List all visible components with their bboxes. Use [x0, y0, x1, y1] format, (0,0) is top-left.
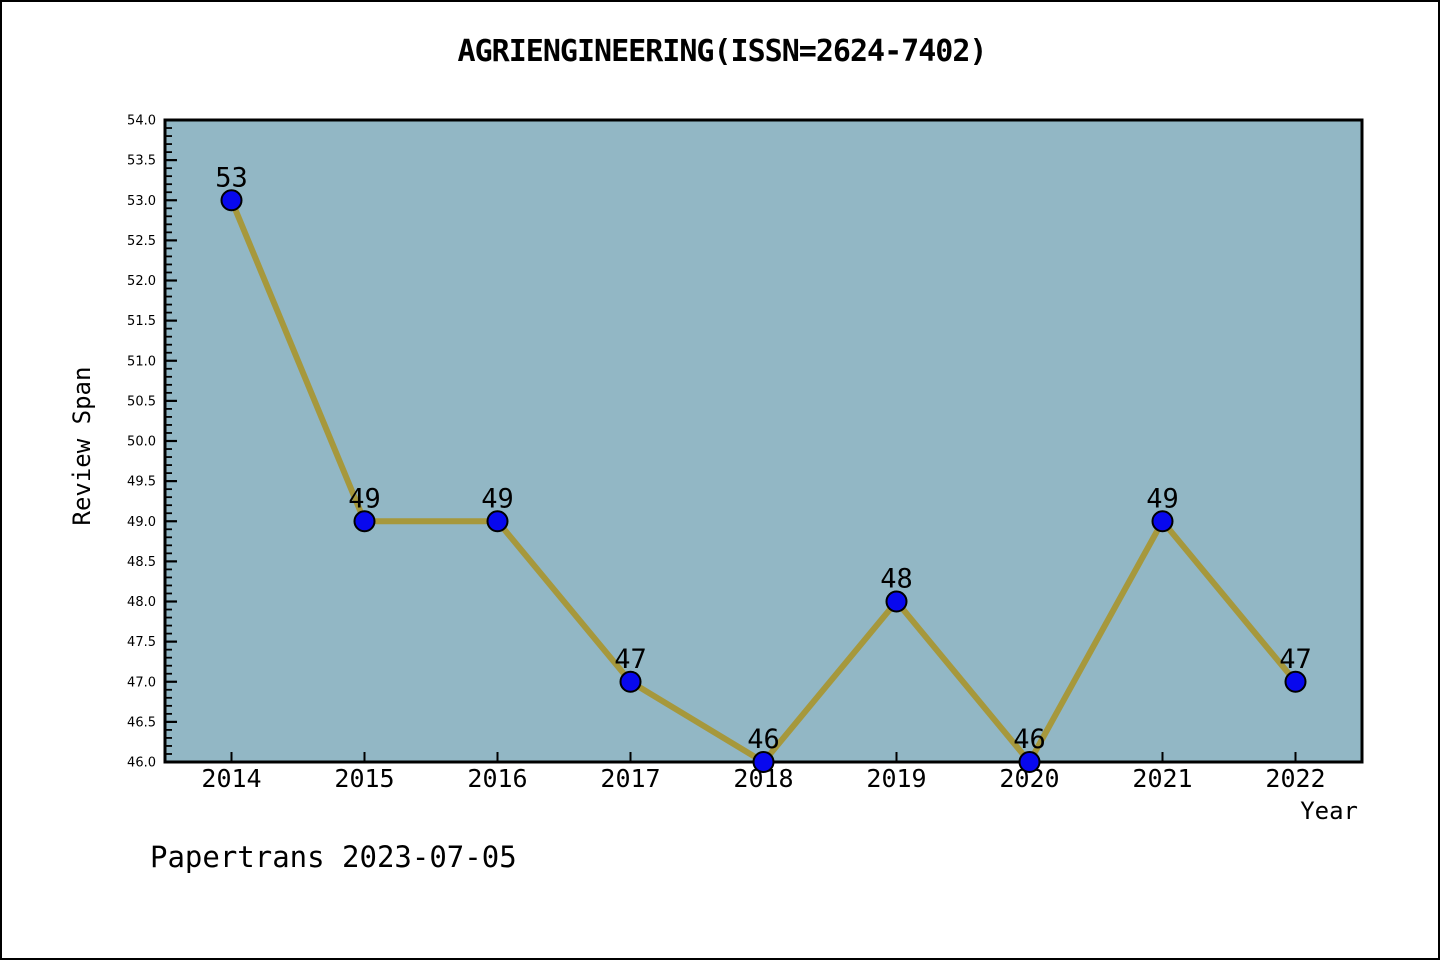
data-point-label: 47 — [1279, 644, 1312, 675]
chart-title: AGRIENGINEERING(ISSN=2624-7402) — [457, 34, 988, 69]
y-tick-label: 46.0 — [127, 756, 156, 771]
data-point-label: 49 — [1146, 483, 1179, 514]
x-tick-label: 2016 — [467, 764, 527, 793]
data-point-label: 53 — [215, 162, 248, 193]
plot-area — [163, 118, 1364, 764]
data-point — [885, 590, 908, 613]
data-point-label: 49 — [348, 483, 381, 514]
data-point-label: 47 — [614, 644, 647, 675]
data-point — [619, 670, 642, 693]
y-tick-label: 54.0 — [127, 114, 156, 129]
y-tick-label: 50.5 — [127, 394, 156, 409]
y-tick-label: 47.0 — [127, 675, 156, 690]
y-tick-label: 53.5 — [127, 154, 156, 169]
x-tick-label: 2022 — [1265, 764, 1325, 793]
data-point-label: 46 — [1013, 724, 1046, 755]
x-axis-label: Year — [1300, 797, 1358, 825]
x-tick-label: 2017 — [600, 764, 660, 793]
data-point — [486, 510, 509, 533]
y-tick-label: 46.5 — [127, 715, 156, 730]
data-point — [353, 510, 376, 533]
y-tick-label: 48.5 — [127, 555, 156, 570]
y-tick-label: 51.5 — [127, 314, 156, 329]
y-tick-label: 51.0 — [127, 354, 156, 369]
data-point-label: 46 — [747, 724, 780, 755]
y-tick-label: 49.0 — [127, 515, 156, 530]
data-point — [752, 751, 775, 773]
y-tick-label: 52.0 — [127, 274, 156, 289]
data-point — [1151, 510, 1174, 533]
data-point — [1018, 751, 1041, 773]
data-point-label: 48 — [880, 564, 913, 595]
x-tick-label: 2014 — [201, 764, 261, 793]
y-tick-label: 49.5 — [127, 475, 156, 490]
footer-watermark: Papertrans 2023-07-05 — [150, 840, 517, 874]
y-tick-label: 52.5 — [127, 234, 156, 249]
y-tick-label: 50.0 — [127, 435, 156, 450]
data-point — [1284, 670, 1307, 693]
y-tick-label: 47.5 — [127, 635, 156, 650]
x-tick-label: 2015 — [334, 764, 394, 793]
data-point — [220, 189, 243, 212]
y-tick-label: 53.0 — [127, 194, 156, 209]
x-tick-label: 2021 — [1132, 764, 1192, 793]
x-tick-label: 2019 — [866, 764, 926, 793]
data-point-label: 49 — [481, 483, 514, 514]
y-tick-label: 48.0 — [127, 595, 156, 610]
